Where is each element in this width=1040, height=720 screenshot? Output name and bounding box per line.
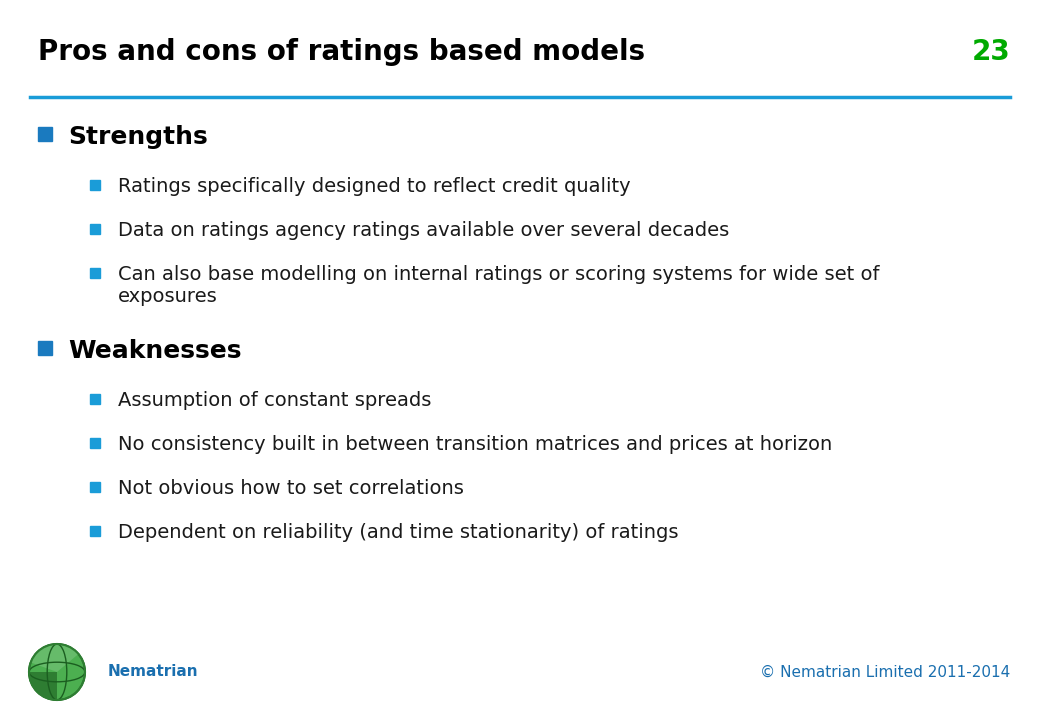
- Bar: [38, 127, 52, 141]
- Text: Assumption of constant spreads: Assumption of constant spreads: [118, 391, 432, 410]
- Text: Data on ratings agency ratings available over several decades: Data on ratings agency ratings available…: [118, 221, 729, 240]
- Text: Ratings specifically designed to reflect credit quality: Ratings specifically designed to reflect…: [118, 177, 630, 196]
- Bar: [90, 268, 100, 278]
- Bar: [90, 224, 100, 234]
- Text: © Nematrian Limited 2011-2014: © Nematrian Limited 2011-2014: [760, 665, 1010, 680]
- Text: Strengths: Strengths: [68, 125, 208, 149]
- Wedge shape: [31, 644, 78, 672]
- Bar: [90, 482, 100, 492]
- Bar: [90, 180, 100, 190]
- Bar: [90, 526, 100, 536]
- Bar: [90, 394, 100, 404]
- Text: Dependent on reliability (and time stationarity) of ratings: Dependent on reliability (and time stati…: [118, 523, 678, 542]
- Text: Pros and cons of ratings based models: Pros and cons of ratings based models: [38, 38, 645, 66]
- Text: Weaknesses: Weaknesses: [68, 339, 241, 363]
- Bar: [38, 341, 52, 355]
- Text: Not obvious how to set correlations: Not obvious how to set correlations: [118, 479, 464, 498]
- Text: Can also base modelling on internal ratings or scoring systems for wide set of
e: Can also base modelling on internal rati…: [118, 265, 880, 306]
- Text: 23: 23: [971, 38, 1010, 66]
- Text: No consistency built in between transition matrices and prices at horizon: No consistency built in between transiti…: [118, 435, 832, 454]
- Bar: [90, 438, 100, 448]
- Wedge shape: [29, 672, 57, 700]
- Circle shape: [29, 644, 85, 700]
- Text: Nematrian: Nematrian: [108, 665, 199, 680]
